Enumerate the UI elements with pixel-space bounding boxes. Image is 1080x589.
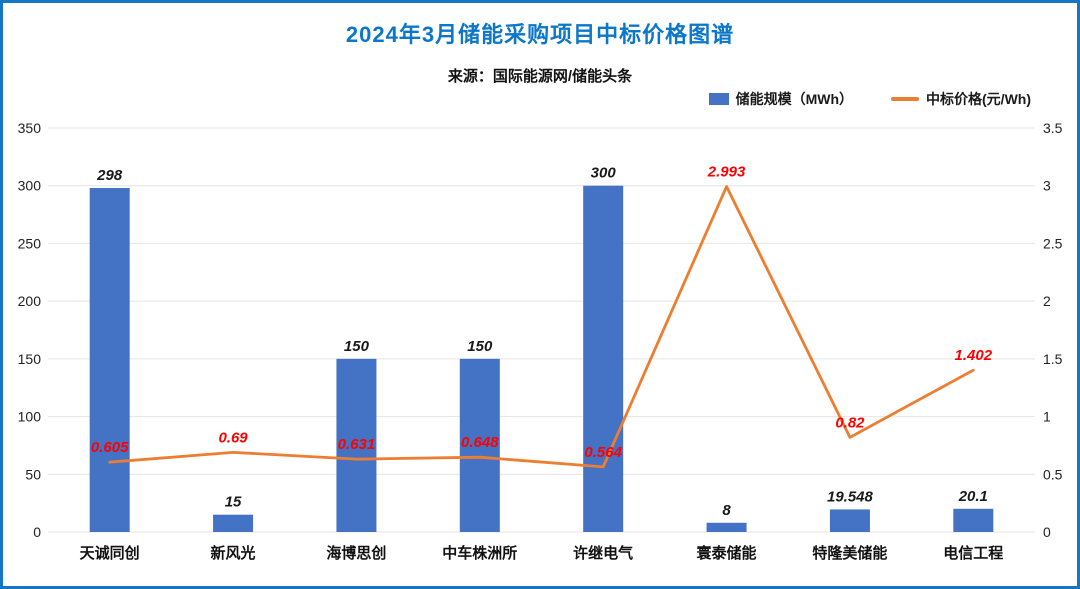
combo-chart: 0 50 100 150 200 250 300 350 0 0.5 1 1.5 2 2.5 3 3.5 298… <box>18 120 1063 562</box>
bar-中车株洲所 <box>459 358 500 532</box>
left-axis-tick: 150 <box>18 351 42 367</box>
bar-series-swatch-icon <box>708 93 729 105</box>
left-axis-tick: 100 <box>18 409 42 425</box>
right-axis-tick: 1 <box>1043 409 1051 425</box>
bar-value-label: 19.548 <box>827 488 874 505</box>
bar-新风光 <box>213 514 254 532</box>
bar-特隆美储能 <box>829 509 870 532</box>
line-value-label: 0.564 <box>584 444 622 461</box>
bar-value-label: 300 <box>591 165 617 182</box>
line-value-label: 1.402 <box>955 347 993 364</box>
bar-寰泰储能 <box>706 522 747 532</box>
legend-item-line-series: 中标价格(元/Wh) <box>891 89 1031 109</box>
right-axis-tick: 0.5 <box>1043 466 1063 482</box>
right-axis-tick: 0 <box>1043 524 1051 540</box>
bar-许继电气 <box>583 185 624 532</box>
bar-value-label: 20.1 <box>958 488 988 505</box>
right-axis-tick: 3.5 <box>1043 120 1063 136</box>
line-value-label: 0.631 <box>338 436 376 453</box>
x-axis-label-特隆美储能: 特隆美储能 <box>812 544 887 562</box>
x-axis-label-海博思创: 海博思创 <box>326 544 386 562</box>
line-value-label: 0.605 <box>91 439 129 456</box>
x-axis-label-电信工程: 电信工程 <box>943 544 1003 562</box>
right-axis-tick: 3 <box>1043 178 1051 194</box>
bar-value-label: 298 <box>96 167 123 184</box>
legend: 储能规模（MWh） 中标价格(元/Wh) <box>708 89 1031 109</box>
left-axis-tick: 200 <box>18 293 42 309</box>
line-value-label: 0.82 <box>835 414 865 431</box>
legend-item-bar-series: 储能规模（MWh） <box>708 89 854 109</box>
legend-label-line-series: 中标价格(元/Wh) <box>926 91 1031 107</box>
left-axis-tick: 250 <box>18 235 42 251</box>
bar-value-label: 15 <box>225 494 242 511</box>
bar-value-label: 150 <box>467 338 493 355</box>
right-axis-tick: 1.5 <box>1043 351 1063 367</box>
x-axis-label-寰泰储能: 寰泰储能 <box>696 544 757 562</box>
bar-海博思创 <box>336 358 377 532</box>
x-axis-label-中车株洲所: 中车株洲所 <box>442 544 517 562</box>
left-axis-tick: 300 <box>18 178 42 194</box>
chart-title: 2024年3月储能采购项目中标价格图谱 <box>345 22 735 47</box>
line-series-swatch-icon <box>891 97 920 101</box>
x-axis-label-新风光: 新风光 <box>211 544 256 562</box>
left-axis-tick: 0 <box>33 524 41 540</box>
x-axis-label-许继电气: 许继电气 <box>573 544 633 562</box>
left-axis-tick: 350 <box>18 120 42 136</box>
legend-label-bar-series: 储能规模（MWh） <box>735 91 854 107</box>
chart-source: 来源：国际能源网/储能头条 <box>447 68 633 85</box>
left-axis-tick: 50 <box>25 466 41 482</box>
line-value-label: 0.648 <box>461 434 499 451</box>
bar-value-label: 8 <box>722 502 731 519</box>
price-line <box>108 185 975 469</box>
line-value-label: 2.993 <box>707 164 746 181</box>
bar-value-label: 150 <box>344 338 370 355</box>
bar-电信工程 <box>953 508 994 532</box>
x-axis-label-天诚同创: 天诚同创 <box>80 544 140 562</box>
right-axis-tick: 2 <box>1043 293 1051 309</box>
right-axis-tick: 2.5 <box>1043 235 1063 251</box>
line-value-label: 0.69 <box>218 429 248 446</box>
bar-天诚同创 <box>89 188 130 532</box>
